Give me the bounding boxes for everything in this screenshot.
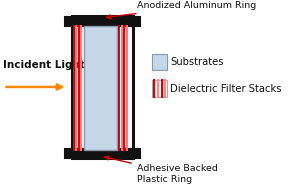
Text: Substrates: Substrates	[170, 57, 224, 67]
Text: Adhesive Backed
Plastic Ring: Adhesive Backed Plastic Ring	[105, 156, 218, 184]
Bar	[71, 16, 133, 158]
Bar	[152, 54, 167, 70]
Text: Dielectric Filter Stacks: Dielectric Filter Stacks	[170, 84, 282, 94]
Text: Incident Light: Incident Light	[4, 60, 85, 70]
Bar	[152, 80, 167, 97]
Bar	[84, 26, 117, 150]
Bar	[64, 17, 140, 26]
Bar	[64, 149, 140, 158]
Text: Anodized Aluminum Ring: Anodized Aluminum Ring	[106, 1, 256, 19]
